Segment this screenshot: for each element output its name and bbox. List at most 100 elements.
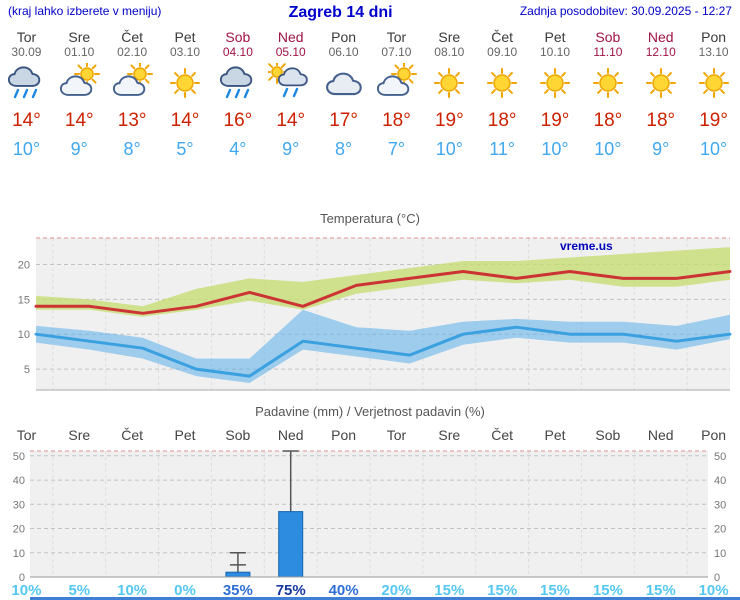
cloud-icon <box>317 63 370 107</box>
temperature-chart: 5 10 15 20 <box>18 237 732 391</box>
day-name: Sob <box>595 29 621 45</box>
day-date: 10.10 <box>540 45 571 59</box>
precip-day-label: Pet <box>544 427 566 443</box>
footer-strip <box>30 597 740 600</box>
temp-min: 10° <box>435 139 463 159</box>
svg-text:10: 10 <box>13 548 25 560</box>
temp-min: 9° <box>70 139 88 159</box>
day-date: 02.10 <box>117 45 148 59</box>
temp-min: 8° <box>334 139 353 159</box>
svg-text:15: 15 <box>18 294 30 306</box>
day-name: Pon <box>701 29 727 45</box>
svg-text:20: 20 <box>714 524 726 536</box>
precip-probability: 40% <box>328 582 359 599</box>
temp-min: 5° <box>176 139 194 159</box>
precip-probability: 10% <box>11 582 42 599</box>
day-cell[interactable]: Pon 13.10 19° 10° <box>687 30 740 161</box>
precip-day-label: Čet <box>121 427 144 443</box>
svg-text:10: 10 <box>18 329 30 341</box>
temp-max: 14° <box>12 110 41 131</box>
watermark: vreme.us <box>560 239 613 253</box>
page-title: Zagreb 14 dni <box>288 4 393 21</box>
partly-icon <box>370 61 423 107</box>
partly-icon <box>53 61 106 107</box>
svg-text:40: 40 <box>13 475 25 487</box>
precip-probability: 0% <box>174 582 196 599</box>
day-cell[interactable]: Sob 04.10 16° 4° <box>211 30 264 161</box>
sun-icon <box>687 63 740 107</box>
day-cell[interactable]: Sob 11.10 18° 10° <box>581 30 634 161</box>
svg-text:40: 40 <box>714 475 726 487</box>
day-cell[interactable]: Tor 07.10 18° 7° <box>370 30 423 161</box>
day-date: 11.10 <box>593 45 623 59</box>
day-date: 09.10 <box>487 45 518 59</box>
precip-day-label: Sre <box>438 427 461 443</box>
temp-max: 18° <box>382 110 411 131</box>
day-name: Pon <box>331 29 357 45</box>
temp-min: 4° <box>229 139 247 159</box>
day-name: Ned <box>647 29 674 45</box>
temp-min: 8° <box>123 139 141 159</box>
day-cell[interactable]: Ned 05.10 14° 9° <box>264 30 317 161</box>
day-cell[interactable]: Pon 06.10 17° 8° <box>317 30 370 161</box>
day-cell[interactable]: Tor 30.09 14° 10° <box>0 30 53 161</box>
precipitation-chart-wrap: 0 0 10 10 20 20 30 30 40 40 50 50 <box>0 445 740 585</box>
precip-day-label: Sob <box>225 427 251 443</box>
day-cell[interactable]: Ned 12.10 18° 9° <box>634 30 687 161</box>
sun-icon <box>634 63 687 107</box>
precip-probability: 15% <box>592 582 623 599</box>
day-cell[interactable]: Pet 10.10 19° 10° <box>529 30 582 161</box>
day-cell[interactable]: Čet 02.10 13° 8° <box>106 30 159 161</box>
sun-icon <box>159 63 212 107</box>
day-date: 08.10 <box>434 45 465 59</box>
sun-icon <box>581 63 634 107</box>
last-update: Zadnja posodobitev: 30.09.2025 - 12:27 <box>519 4 732 18</box>
precip-day-label: Sob <box>595 427 621 443</box>
day-name: Sre <box>438 29 461 45</box>
precip-day-label: Pon <box>701 427 727 443</box>
header: (kraj lahko izberete v meniju) Zagreb 14… <box>0 0 740 22</box>
day-cell[interactable]: Pet 03.10 14° 5° <box>159 30 212 161</box>
temp-max: 14° <box>170 110 200 131</box>
day-strip: Tor 30.09 14° 10° Sre 01.10 14° 9° Čet 02.10 13° 8°… <box>0 30 740 161</box>
day-date: 13.10 <box>698 45 729 59</box>
precip-day-label: Sre <box>68 427 91 443</box>
temp-max: 19° <box>434 110 464 131</box>
day-date: 04.10 <box>222 45 253 59</box>
partly-icon <box>106 61 159 107</box>
day-date: 07.10 <box>381 45 412 59</box>
svg-text:20: 20 <box>13 524 25 536</box>
sun-icon <box>476 63 529 107</box>
temp-min: 9° <box>282 139 300 159</box>
temp-min: 10° <box>12 139 41 159</box>
day-cell[interactable]: Sre 01.10 14° 9° <box>53 30 106 161</box>
svg-text:10: 10 <box>714 548 726 560</box>
day-date: 30.09 <box>11 45 42 59</box>
temp-max: 14° <box>276 110 306 131</box>
precip-probability: 35% <box>222 582 253 599</box>
sun-icon <box>423 63 476 107</box>
sun-icon <box>529 63 582 107</box>
precip-day-label: Čet <box>491 427 514 443</box>
day-cell[interactable]: Čet 09.10 18° 11° <box>476 30 529 161</box>
day-date: 12.10 <box>645 45 676 59</box>
day-date: 05.10 <box>275 45 306 59</box>
day-cell[interactable]: Sre 08.10 19° 10° <box>423 30 476 161</box>
temp-max: 14° <box>64 110 94 131</box>
precip-day-label: Ned <box>647 427 674 443</box>
day-date: 01.10 <box>64 45 95 59</box>
day-name: Tor <box>16 29 37 45</box>
temperature-chart-title: Temperatura (°C) <box>320 211 420 226</box>
svg-text:50: 50 <box>13 451 25 463</box>
temp-max: 19° <box>699 110 728 131</box>
temp-min: 9° <box>652 139 670 159</box>
svg-text:0: 0 <box>714 572 720 584</box>
temp-max: 19° <box>540 110 570 131</box>
svg-text:5: 5 <box>24 364 30 376</box>
temp-min: 10° <box>699 139 728 159</box>
precip-probability: 10% <box>117 582 148 599</box>
precip-day-label: Pon <box>331 427 357 443</box>
precipitation-chart-title: Padavine (mm) / Verjetnost padavin (%) <box>255 404 485 419</box>
precip-probability: 75% <box>275 582 306 599</box>
temp-min: 7° <box>387 139 406 159</box>
